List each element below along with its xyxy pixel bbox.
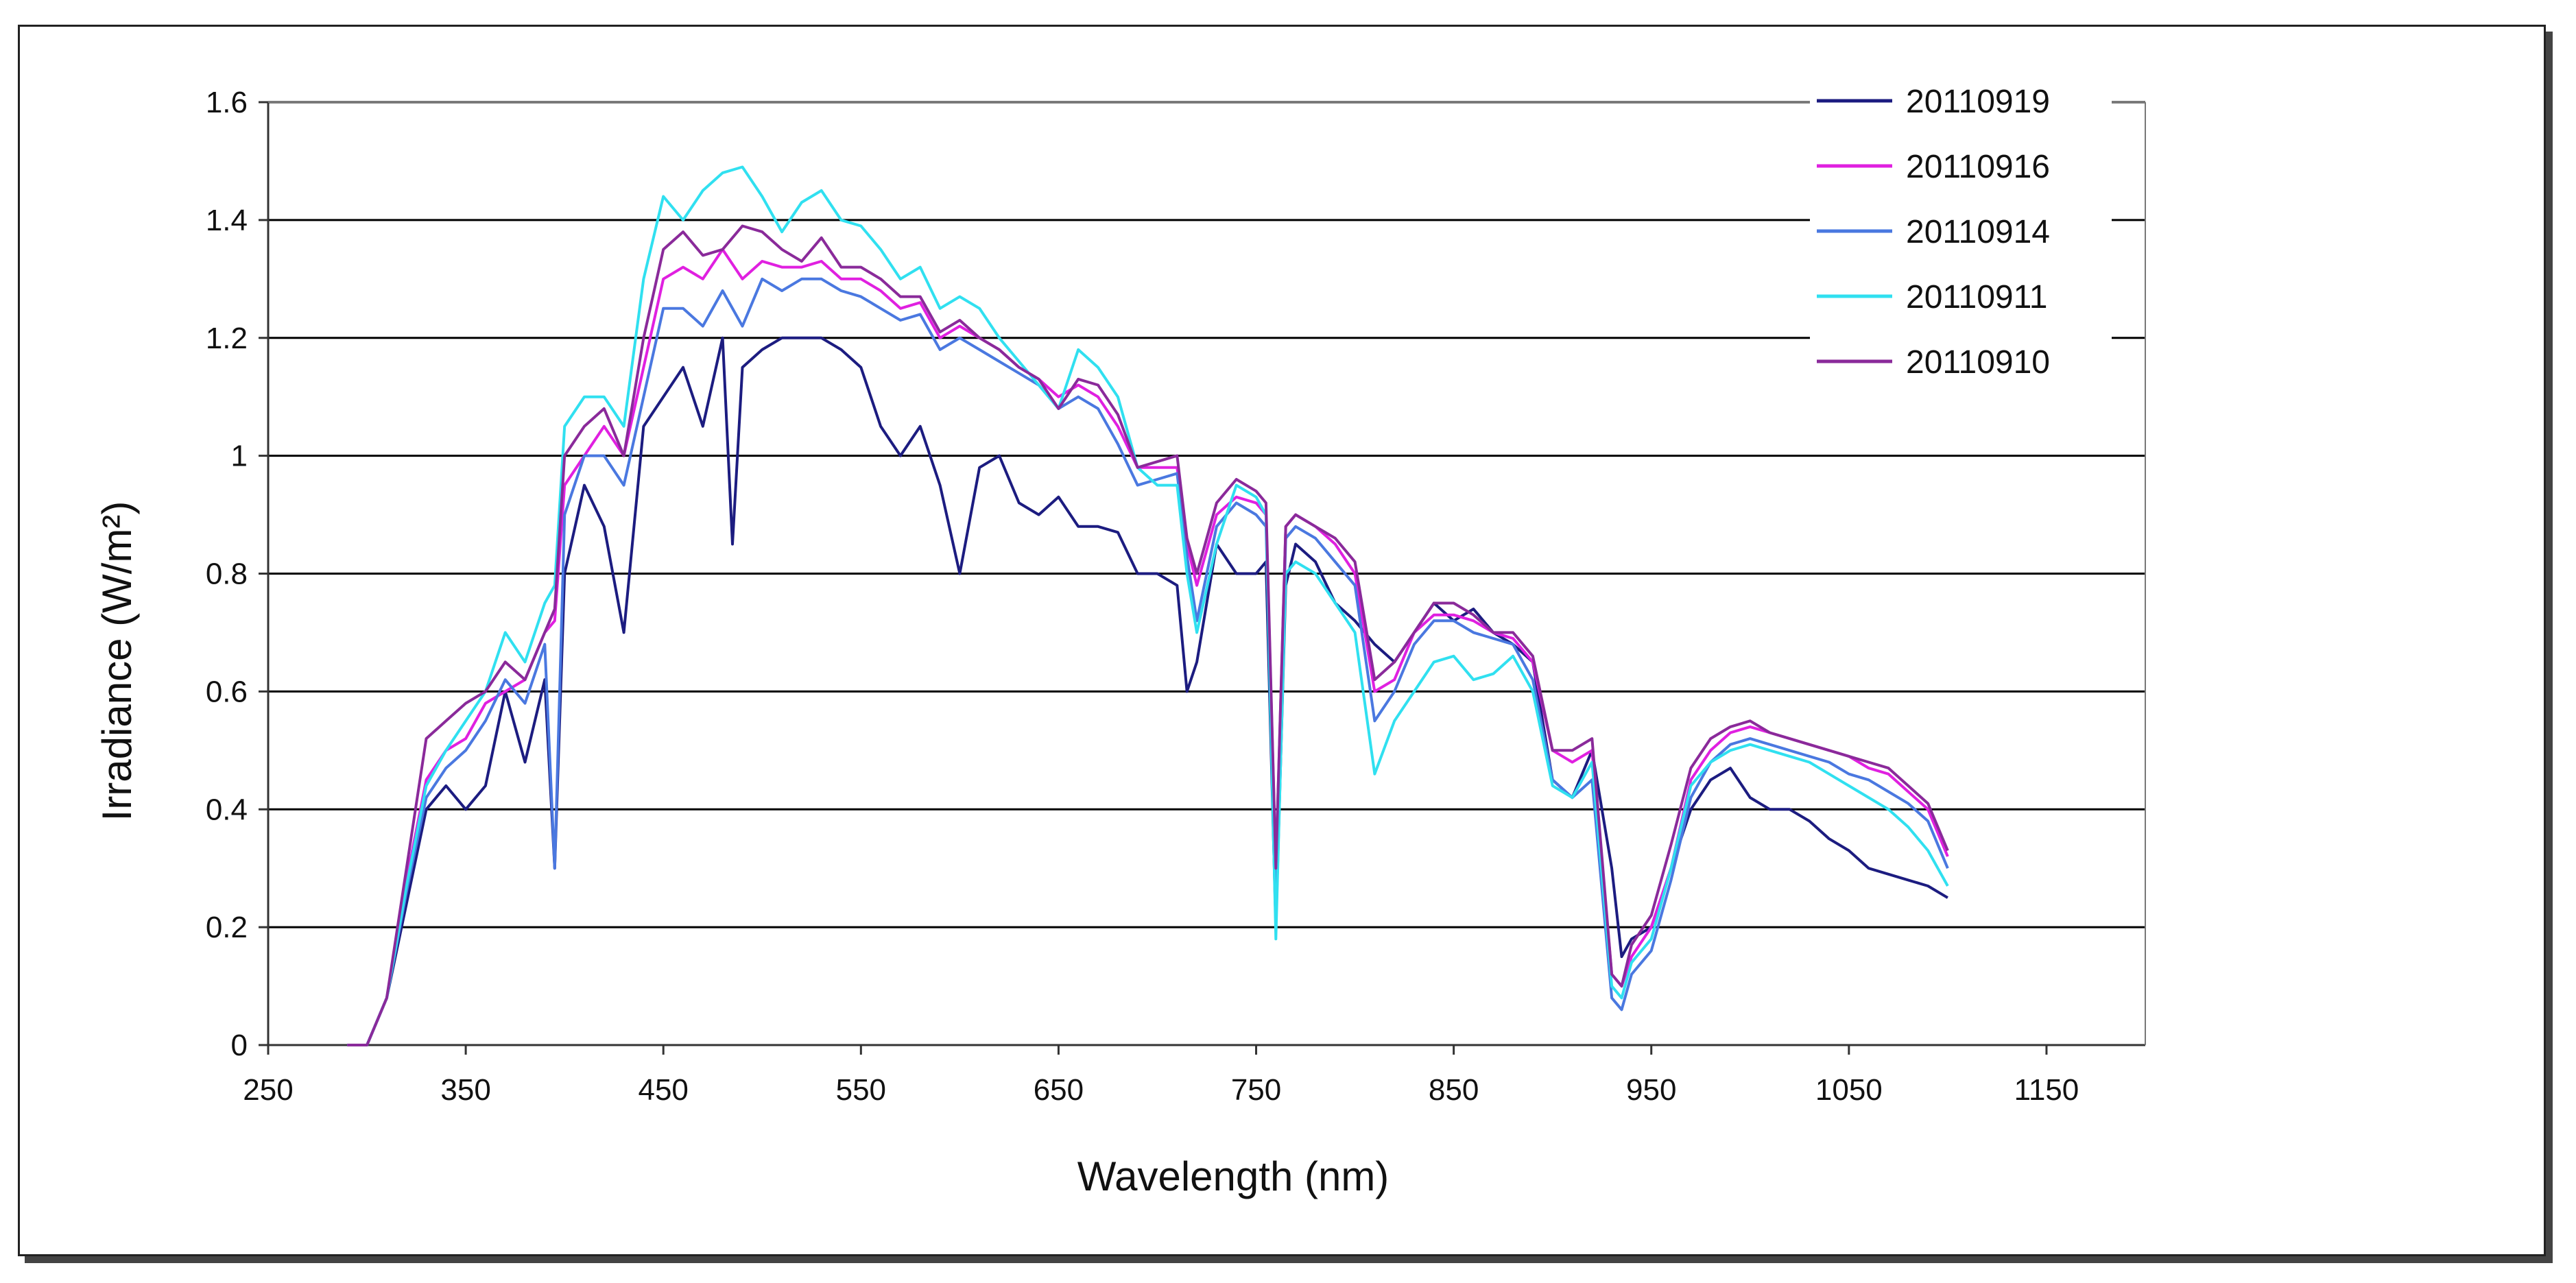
legend-label-20110910: 20110910 <box>1906 344 2050 381</box>
legend-label-20110919: 20110919 <box>1906 84 2050 120</box>
x-tick-label-9: 1150 <box>2014 1073 2079 1107</box>
y-tick-label-1: 0.2 <box>206 911 248 944</box>
y-tick-label-2: 0.4 <box>206 793 248 826</box>
series-line-20110916 <box>347 248 1949 1046</box>
x-tick-label-0: 250 <box>243 1073 293 1107</box>
y-axis-title: Irradiance (W/m²) <box>94 501 140 822</box>
series-lines <box>347 165 1949 1046</box>
x-tick-label-6: 850 <box>1429 1073 1479 1107</box>
chart-frame: 250 350 450 550 650 750 850 950 1050 1150 0 0.2 0.4 0… <box>18 25 2546 1256</box>
x-tick-label-3: 550 <box>836 1073 886 1107</box>
y-tick-label-7: 1.4 <box>206 204 248 237</box>
x-tick-label-4: 650 <box>1034 1073 1084 1107</box>
y-tick-label-6: 1.2 <box>206 322 248 355</box>
x-tick-label-1: 350 <box>440 1073 490 1107</box>
series-line-20110911 <box>347 165 1949 1046</box>
legend-label-20110911: 20110911 <box>1906 279 2047 315</box>
x-tick-label-7: 950 <box>1626 1073 1676 1107</box>
series-line-20110910 <box>347 224 1949 1046</box>
series-line-20110914 <box>347 277 1949 1046</box>
legend-background <box>1810 70 2112 416</box>
x-tick-label-8: 1050 <box>1815 1073 1883 1107</box>
irradiance-chart: 250 350 450 550 650 750 850 950 1050 1150 0 0.2 0.4 0… <box>94 70 2146 1199</box>
y-tick-label-8: 1.6 <box>206 86 248 119</box>
x-axis-title: Wavelength (nm) <box>1077 1153 1390 1199</box>
x-tick-label-2: 450 <box>638 1073 688 1107</box>
y-tick-label-5: 1 <box>231 440 248 473</box>
y-tick-label-3: 0.6 <box>206 675 248 708</box>
gridlines <box>268 101 2145 928</box>
legend: 20110919 20110916 20110914 20110911 20110910 <box>1810 70 2112 416</box>
y-tick-label-4: 0.8 <box>206 557 248 591</box>
legend-label-20110914: 20110914 <box>1906 214 2050 250</box>
x-tick-label-5: 750 <box>1231 1073 1281 1107</box>
tick-labels: 250 350 450 550 650 750 850 950 1050 1150 0 0.2 0.4 0… <box>206 86 2079 1107</box>
legend-label-20110916: 20110916 <box>1906 149 2050 185</box>
y-tick-label-0: 0 <box>231 1029 248 1062</box>
